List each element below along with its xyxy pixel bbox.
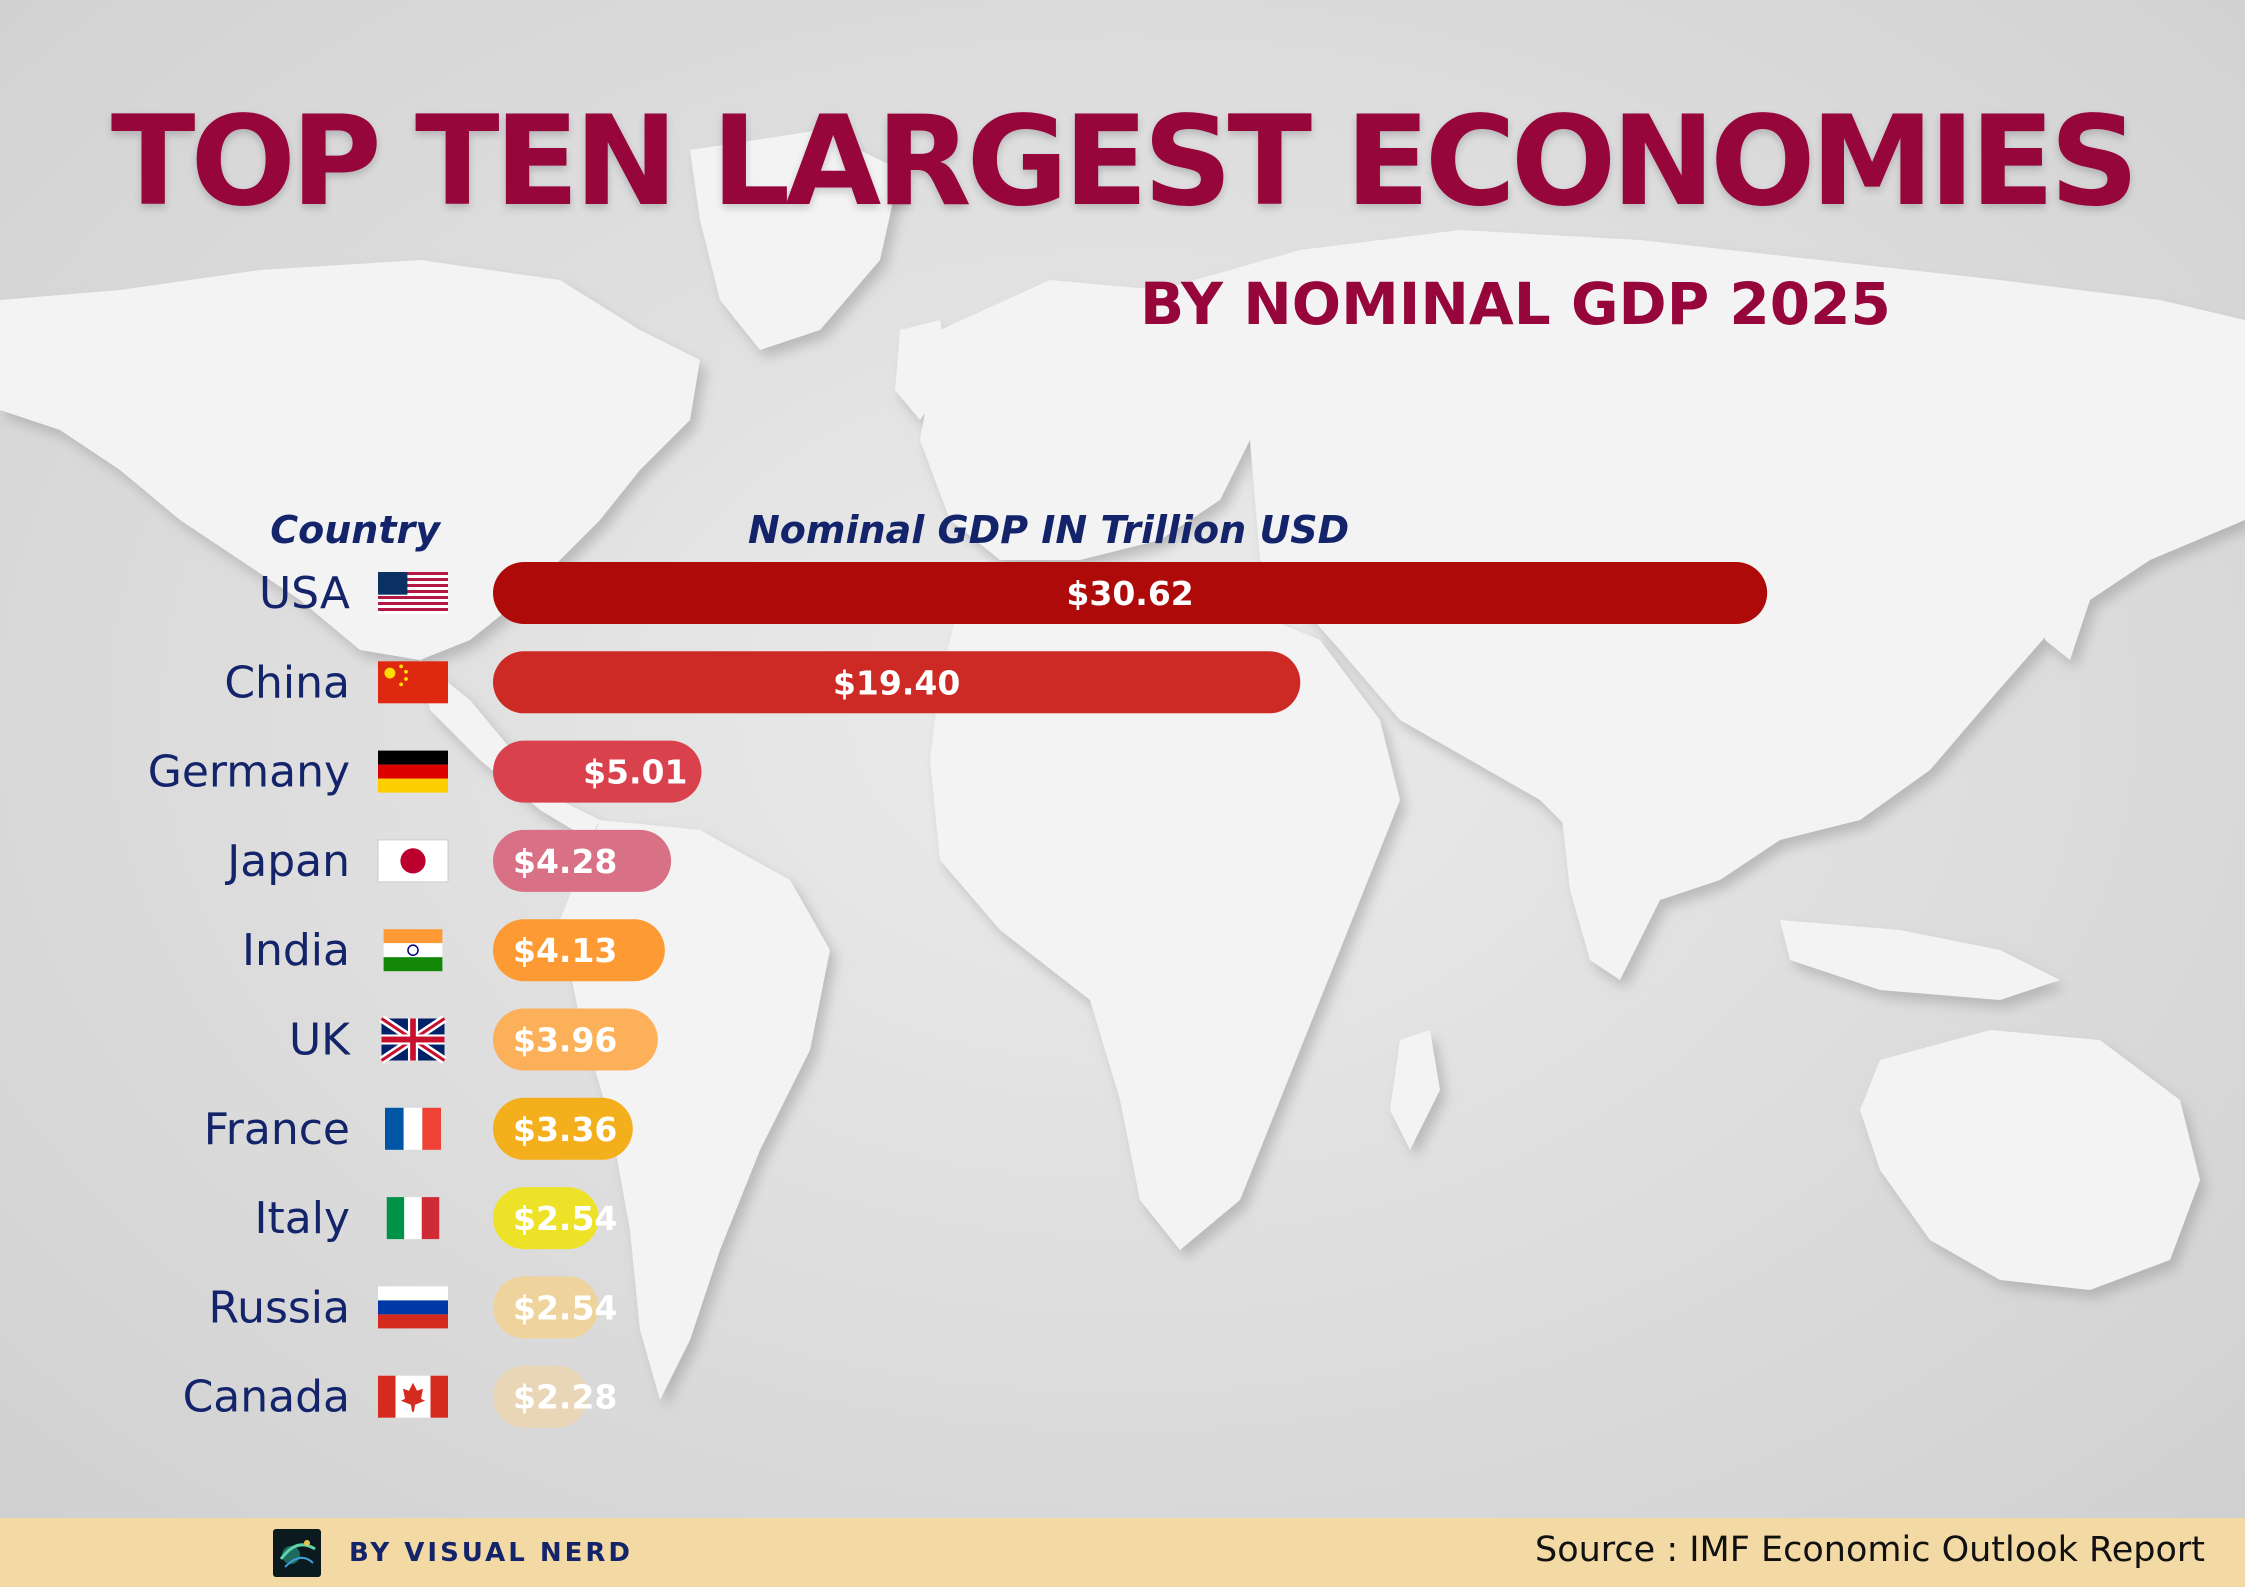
source-label: Source : IMF Economic Outlook Report [1534, 1530, 2205, 1570]
bar-italy [493, 1187, 599, 1250]
usa-flag-icon [378, 572, 448, 614]
bar-japan [493, 829, 672, 892]
bar-india [493, 919, 665, 982]
visual-nerd-logo-icon [273, 1529, 321, 1577]
bar-usa [493, 562, 1768, 624]
uk-flag-icon [379, 1015, 447, 1064]
bar-france [493, 1097, 633, 1160]
country-label-germany: Germany [148, 747, 350, 798]
value-label-china: $19.40 [833, 663, 960, 702]
china-flag-icon [378, 661, 448, 704]
country-column-header: Country [270, 508, 440, 552]
country-label-uk: UK [289, 1015, 351, 1066]
bar-china [493, 651, 1301, 714]
country-label-france: France [204, 1104, 350, 1155]
gdp-column-header: Nominal GDP IN Trillion USD [748, 508, 1350, 552]
bar-uk [493, 1008, 658, 1071]
country-label-russia: Russia [208, 1282, 350, 1333]
value-label-france: $3.36 [513, 1110, 617, 1149]
india-flag-icon [383, 929, 443, 972]
japan-flag-icon [377, 839, 449, 883]
country-label-usa: USA [259, 568, 350, 619]
value-label-germany: $5.01 [583, 753, 687, 792]
country-label-canada: Canada [183, 1372, 350, 1423]
page-title: TOP TEN LARGEST ECONOMIES [110, 90, 2139, 234]
value-label-russia: $2.54 [513, 1288, 617, 1327]
value-label-japan: $4.28 [513, 842, 617, 881]
bar-canada [493, 1365, 588, 1428]
value-label-canada: $2.28 [513, 1378, 617, 1417]
bar-germany [493, 740, 702, 803]
italy-flag-icon [386, 1197, 440, 1240]
footer-bar: BY VISUAL NERD Source : IMF Economic Out… [0, 1518, 2245, 1587]
brand-label: BY VISUAL NERD [349, 1538, 633, 1568]
value-label-usa: $30.62 [1066, 574, 1193, 613]
canada-flag-icon [378, 1375, 448, 1418]
value-label-india: $4.13 [513, 931, 617, 970]
country-label-japan: Japan [224, 836, 350, 887]
bar-russia [493, 1276, 599, 1339]
value-label-uk: $3.96 [513, 1021, 617, 1060]
germany-flag-icon [378, 750, 448, 793]
page-subtitle: BY NOMINAL GDP 2025 [1140, 270, 1891, 338]
country-label-italy: Italy [255, 1193, 350, 1244]
russia-flag-icon [378, 1286, 448, 1329]
country-label-india: India [242, 925, 350, 976]
country-label-china: China [224, 657, 350, 708]
value-label-italy: $2.54 [513, 1199, 617, 1238]
france-flag-icon [385, 1107, 441, 1150]
